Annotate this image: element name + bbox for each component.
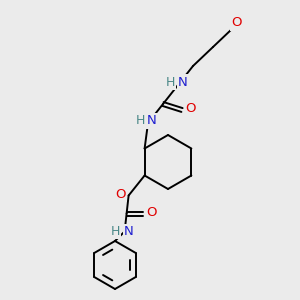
Text: H: H: [135, 115, 145, 128]
Text: H: H: [111, 225, 120, 238]
Text: O: O: [116, 188, 126, 201]
Text: N: N: [147, 115, 157, 128]
Text: O: O: [146, 206, 157, 219]
Text: O: O: [231, 16, 241, 29]
Text: H: H: [165, 76, 175, 88]
Text: N: N: [124, 225, 134, 238]
Text: O: O: [186, 103, 196, 116]
Text: N: N: [178, 76, 188, 88]
